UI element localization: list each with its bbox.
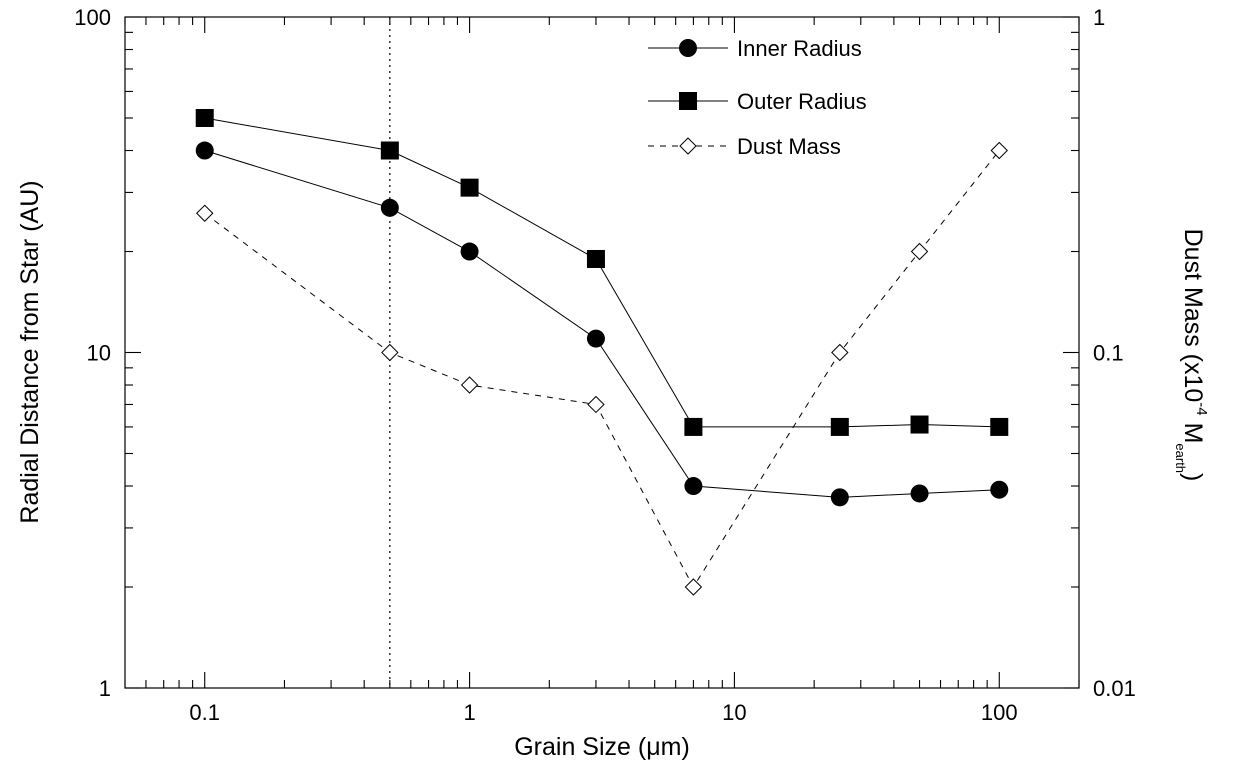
y-left-axis-title: Radial Distance from Star (AU) [16,180,44,523]
data-point [684,477,703,496]
x-tick-label: 0.1 [189,700,220,725]
data-point [990,141,1008,160]
y-right-axis-title: Dust Mass (x10-4 Mearth) [1173,229,1210,482]
legend-marker [679,137,697,155]
data-point [195,141,214,160]
y-left-tick-label: 10 [87,341,111,366]
legend-item: Inner Radius [648,36,862,61]
data-point [910,415,929,434]
data-point [586,329,605,348]
x-axis-title: Grain Size (μm) [514,733,690,761]
x-tick-label: 1 [463,700,475,725]
series-line [204,117,1000,428]
data-point [684,578,703,596]
legend-marker [679,39,697,57]
series-inner-radius [195,141,1009,507]
x-tick-label: 10 [722,700,746,725]
data-point [990,417,1009,436]
data-point [381,343,399,362]
series-dust-mass [196,141,1008,596]
minor-ticks [124,17,1080,688]
data-point [196,204,214,222]
y-right-tick-label: 1 [1093,5,1105,30]
series-line [204,150,1000,589]
legend-label: Outer Radius [737,89,867,114]
legend-item: Outer Radius [648,89,867,114]
y-right-tick-label: 0.01 [1093,676,1136,701]
data-point [910,484,929,503]
data-point [380,198,399,217]
y-right-tick-label: 0.1 [1093,341,1124,366]
data-point [587,395,605,414]
plot-frame [124,16,1080,689]
data-point [990,480,1009,499]
data-point [460,242,479,261]
legend-marker [679,92,697,110]
data-point [460,178,479,197]
data-point [831,343,849,362]
data-point [830,417,849,436]
series-outer-radius [195,108,1009,436]
legend-label: Inner Radius [737,36,862,61]
data-point [910,242,929,261]
data-point [380,141,399,160]
major-ticks [125,16,1079,689]
data-point [684,417,703,436]
x-tick-label: 100 [981,700,1018,725]
series-layer [195,108,1009,596]
legend-item: Dust Mass [648,134,841,159]
data-point [830,488,849,507]
y-left-tick-label: 100 [74,5,111,30]
data-point [586,249,605,268]
legend: Inner Radius Outer Radius Dust Mass [648,36,867,159]
legend-label: Dust Mass [737,134,841,159]
data-point [195,108,214,127]
data-point [460,376,479,394]
y-left-tick-label: 1 [99,676,111,701]
tick-labels: 0.1 1 10 100 1 10 100 0.01 0.1 1 [74,5,1136,725]
series-line [204,150,1000,498]
